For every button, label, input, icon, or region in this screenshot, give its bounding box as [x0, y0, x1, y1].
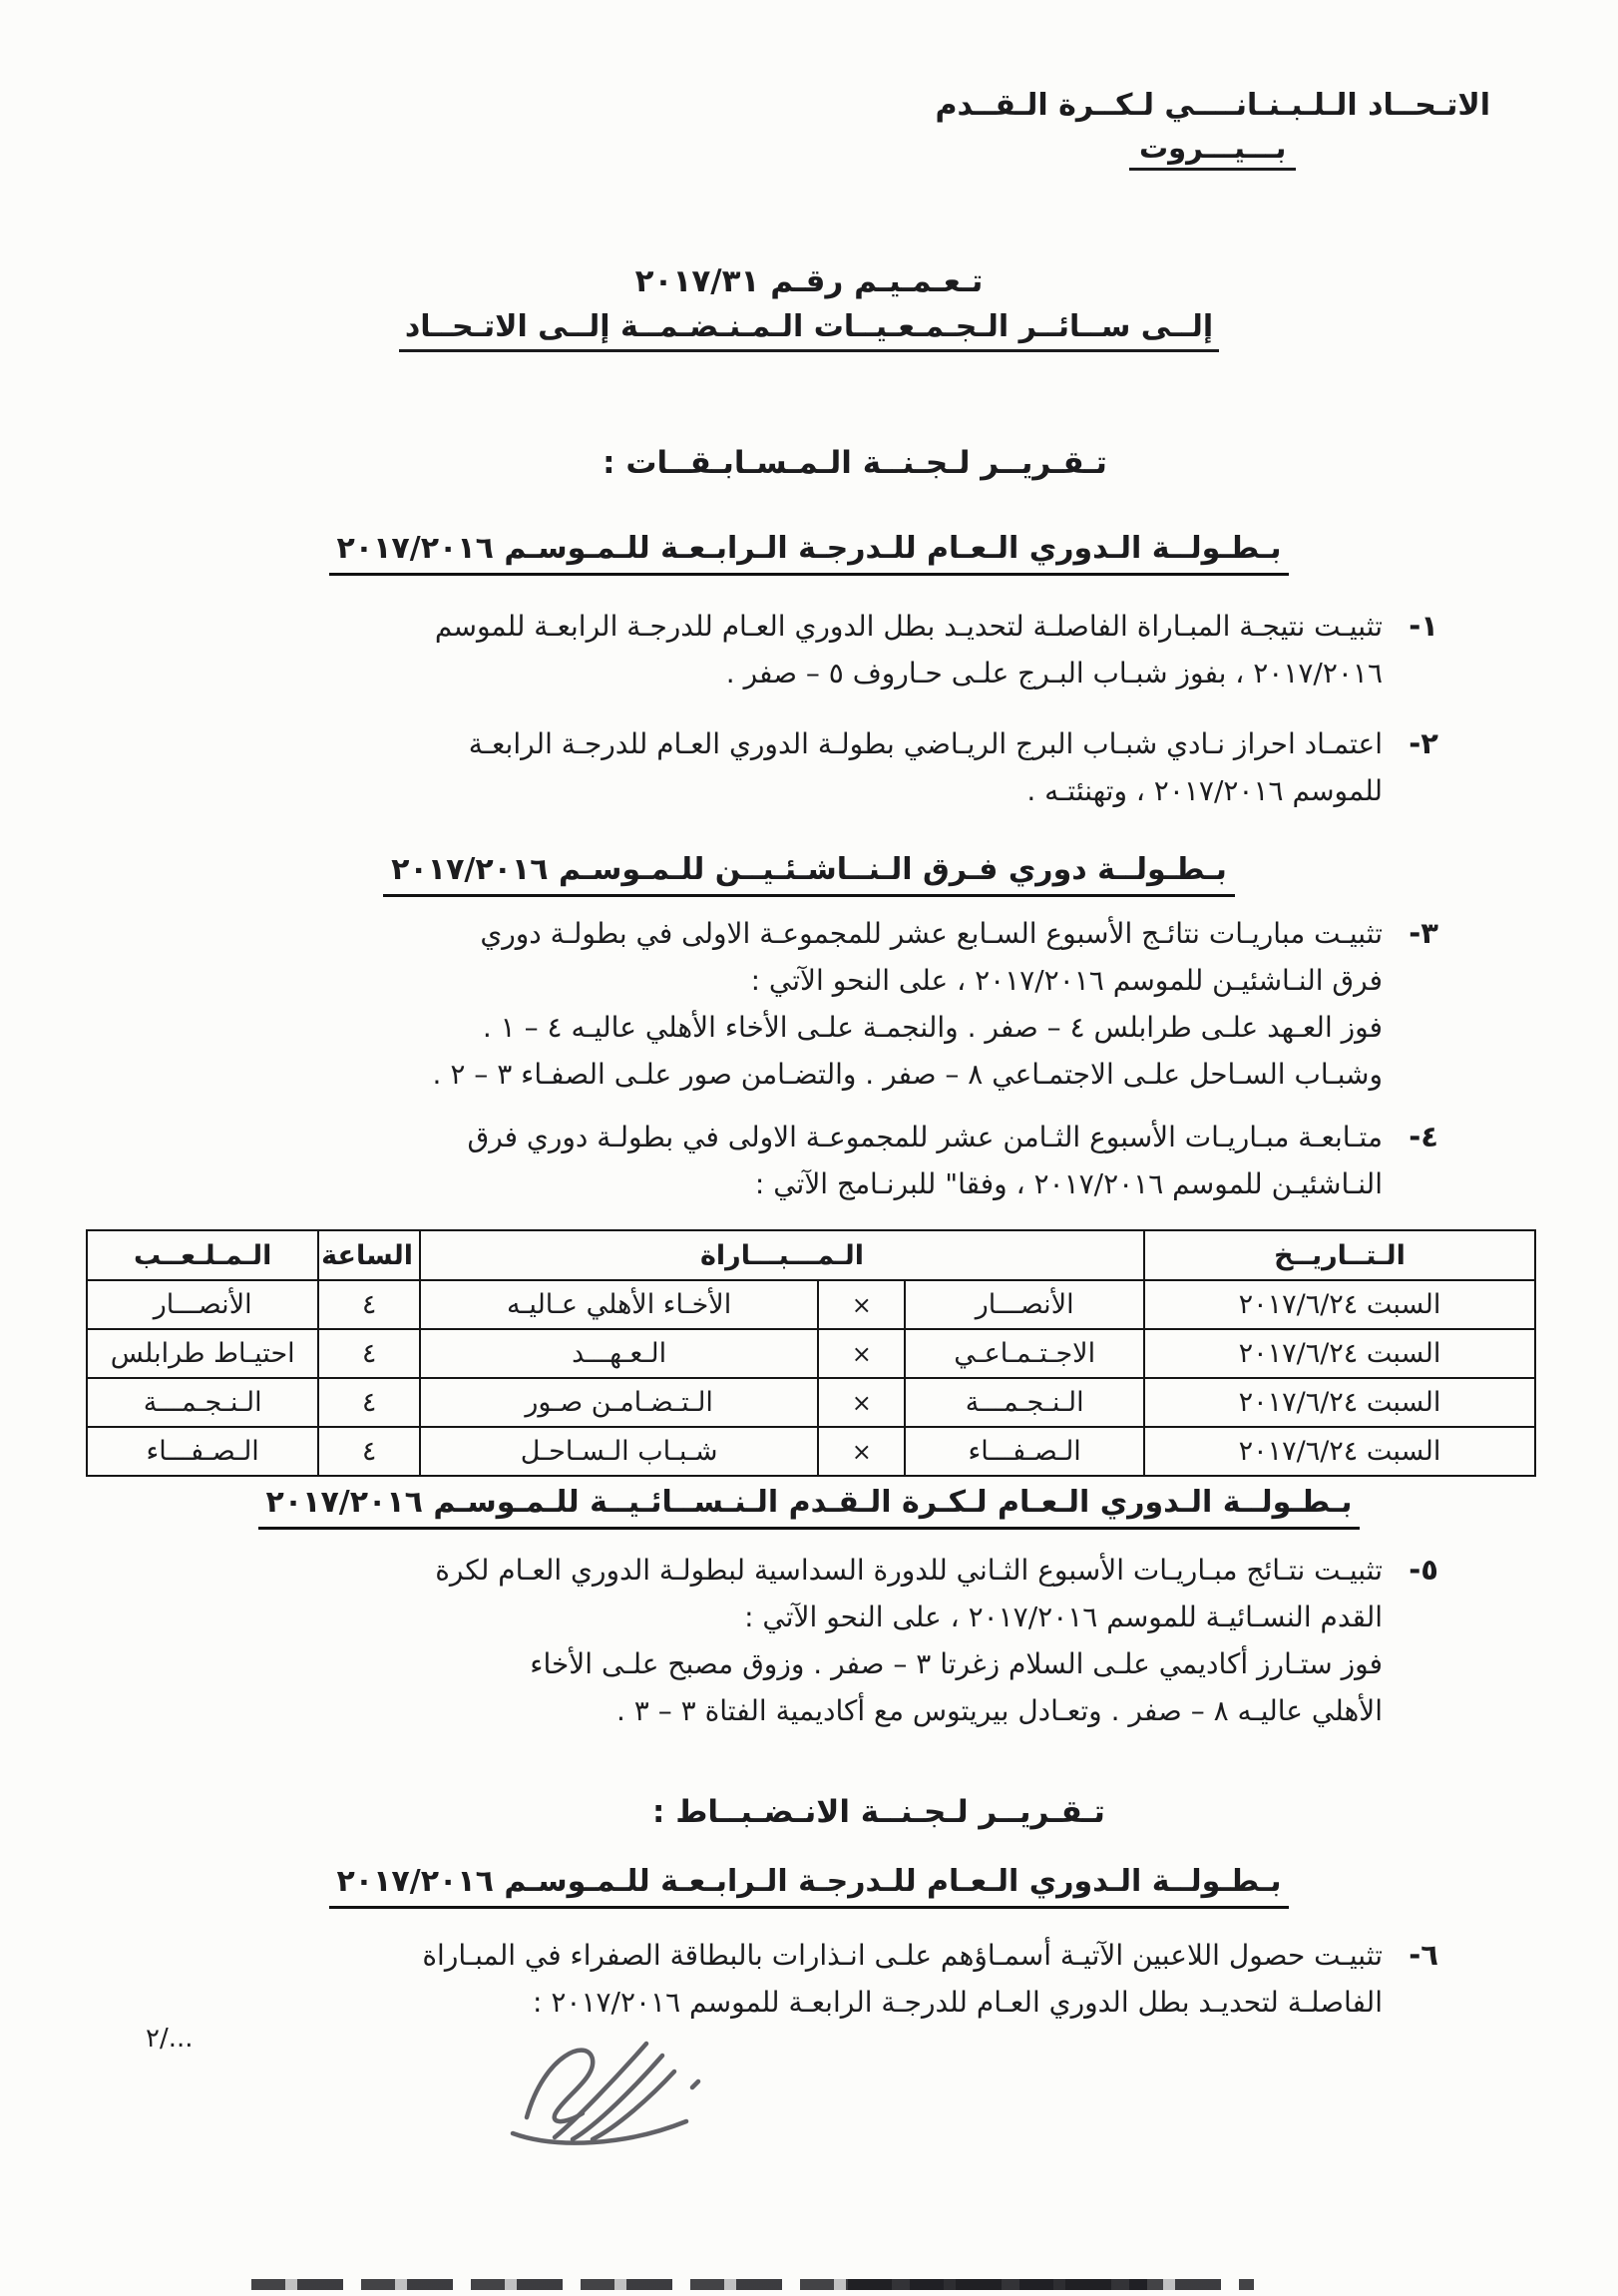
- cell-date: السبت ٢٠١٧/٦/٢٤: [1142, 1377, 1537, 1428]
- letterhead: الاتـحــاد الـلـبـنـانــــي لـكــرة الـق…: [935, 88, 1490, 171]
- item-number: ٦-: [1409, 1938, 1438, 1972]
- item-text: تثبيـت نتـائج مبـاريـات الأسبوع الثـاني …: [435, 1554, 1383, 1727]
- page-continuation-marker: ٢/...: [146, 2024, 194, 2054]
- section-title-competitions-committee: تـقـريــر لـجـنــة الـمـسـابـقــات :: [603, 445, 1107, 481]
- cell-venue: الـصـفـــاء: [85, 1426, 320, 1477]
- list-item: ٢- اعتمـاد احراز نـادي شبـاب البرج الريـ…: [147, 720, 1438, 814]
- cell-time: ٤: [317, 1426, 421, 1477]
- subsection-womens-league-label: بـطـولــة الـدوري الـعـام لـكـرة الـقـدم…: [257, 1485, 1361, 1530]
- list-item: ١- تثبيـت نتيجـة المبـاراة الفاصلـة لتحد…: [147, 603, 1438, 696]
- cell-time: ٤: [317, 1377, 421, 1428]
- cell-home-team: الأنصـــار: [904, 1279, 1145, 1330]
- subsection-youth-league: بـطـولــة دوري فـرق الـنــاشـئـيــن للـم…: [0, 852, 1618, 897]
- item-number: ٤-: [1409, 1120, 1438, 1153]
- subsection-fourth-division-discipline-label: بـطـولــة الـدوري الـعـام للـدرجـة الـرا…: [328, 1864, 1290, 1909]
- item-text: تثبيـت نتيجـة المبـاراة الفاصلـة لتحديـد…: [434, 610, 1383, 689]
- table-row: السبت ٢٠١٧/٦/٢٤ الـصـفـــاء × شـبـاب الـ…: [85, 1426, 1537, 1477]
- cell-versus: ×: [817, 1328, 907, 1379]
- circular-number: تـعـمـيـم رقـم ٢٠١٧/٣١: [634, 263, 984, 299]
- cell-date: السبت ٢٠١٧/٦/٢٤: [1142, 1426, 1537, 1477]
- item-text: متـابعـة مبـاريـات الأسبوع الثـامن عشر ل…: [467, 1121, 1383, 1200]
- subsection-womens-league: بـطـولــة الـدوري الـعـام لـكـرة الـقـدم…: [0, 1485, 1618, 1530]
- column-header-match: الـمـــبـــاراة: [418, 1229, 1145, 1281]
- item-number: ٢-: [1409, 726, 1438, 760]
- item-text: اعتمـاد احراز نـادي شبـاب البرج الريـاضي…: [468, 727, 1383, 807]
- cell-home-team: الـصـفـــاء: [904, 1426, 1145, 1477]
- list-item: ٤- متـابعـة مبـاريـات الأسبوع الثـامن عش…: [147, 1114, 1438, 1207]
- cell-date: السبت ٢٠١٧/٦/٢٤: [1142, 1328, 1537, 1379]
- column-header-date: الـتــاريــخ: [1142, 1229, 1537, 1281]
- table-row: السبت ٢٠١٧/٦/٢٤ الأنصـــار × الأخـاء الأ…: [85, 1279, 1537, 1330]
- circular-addressee: إلــى ســائــر الـجـمـعـيــات الـمـنـضـم…: [398, 309, 1220, 352]
- cell-time: ٤: [317, 1279, 421, 1330]
- list-item: ٦- تثبيـت حصول اللاعبين الآتيـة أسمـاؤهم…: [147, 1932, 1438, 2026]
- list-item: ٥- تثبيـت نتـائج مبـاريـات الأسبوع الثـا…: [147, 1547, 1438, 1734]
- federation-name: الاتـحــاد الـلـبـنـانــــي لـكــرة الـق…: [935, 88, 1490, 123]
- subsection-fourth-division-label: بـطـولــة الـدوري الـعـام للـدرجـة الـرا…: [328, 531, 1290, 576]
- column-header-time: الساعة: [317, 1229, 421, 1281]
- item-number: ٣-: [1409, 916, 1438, 950]
- circular-title-block: تـعـمـيـم رقـم ٢٠١٧/٣١ إلــى ســائــر ال…: [0, 263, 1618, 352]
- scan-artifact-strip: [251, 2279, 1254, 2290]
- cell-venue: الأنصـــار: [85, 1279, 320, 1330]
- cell-away-team: الـتـضـامـن صـور: [418, 1377, 820, 1428]
- item-number: ١-: [1409, 609, 1438, 643]
- column-header-venue: الـمـلـعــب: [85, 1229, 320, 1281]
- list-item: ٣- تثبيـت مباريـات نتائـج الأسبوع السـاب…: [147, 910, 1438, 1098]
- table-row: السبت ٢٠١٧/٦/٢٤ الـنـجـمـــة × الـتـضـام…: [85, 1377, 1537, 1428]
- cell-versus: ×: [817, 1377, 907, 1428]
- subsection-youth-league-label: بـطـولــة دوري فـرق الـنــاشـئـيــن للـم…: [383, 852, 1235, 897]
- match-schedule-table: الـتــاريــخ الـمـــبـــاراة الساعة الـم…: [85, 1229, 1537, 1477]
- signature-scribble: [510, 2041, 701, 2145]
- cell-versus: ×: [817, 1279, 907, 1330]
- cell-venue: احتيـاط طرابلس: [85, 1328, 320, 1379]
- table-row: السبت ٢٠١٧/٦/٢٤ الاجـتـمـاعـي × الـعـهــ…: [85, 1328, 1537, 1379]
- item-number: ٥-: [1409, 1553, 1438, 1587]
- cell-home-team: الاجـتـمـاعـي: [904, 1328, 1145, 1379]
- cell-date: السبت ٢٠١٧/٦/٢٤: [1142, 1279, 1537, 1330]
- cell-home-team: الـنـجـمـــة: [904, 1377, 1145, 1428]
- cell-away-team: الأخـاء الأهلي عـاليـه: [418, 1279, 820, 1330]
- item-text: تثبيـت مباريـات نتائـج الأسبوع السـابع ع…: [432, 917, 1383, 1091]
- city-name: بـــيـــروت: [1129, 131, 1297, 171]
- cell-venue: الـنـجـمـــة: [85, 1377, 320, 1428]
- section-title-discipline-committee: تـقـريــر لـجـنــة الانـضـبــاط :: [652, 1794, 1105, 1830]
- subsection-fourth-division: بـطـولــة الـدوري الـعـام للـدرجـة الـرا…: [0, 531, 1618, 576]
- cell-time: ٤: [317, 1328, 421, 1379]
- subsection-fourth-division-discipline: بـطـولــة الـدوري الـعـام للـدرجـة الـرا…: [0, 1864, 1618, 1909]
- item-text: تثبيـت حصول اللاعبين الآتيـة أسمـاؤهم عل…: [422, 1939, 1383, 2019]
- cell-away-team: شـبـاب الـسـاحـل: [418, 1426, 820, 1477]
- table-header-row: الـتــاريــخ الـمـــبـــاراة الساعة الـم…: [85, 1229, 1537, 1281]
- cell-away-team: الـعـهـــد: [418, 1328, 820, 1379]
- scan-artifact-strip-dark: [848, 2279, 1147, 2290]
- cell-versus: ×: [817, 1426, 907, 1477]
